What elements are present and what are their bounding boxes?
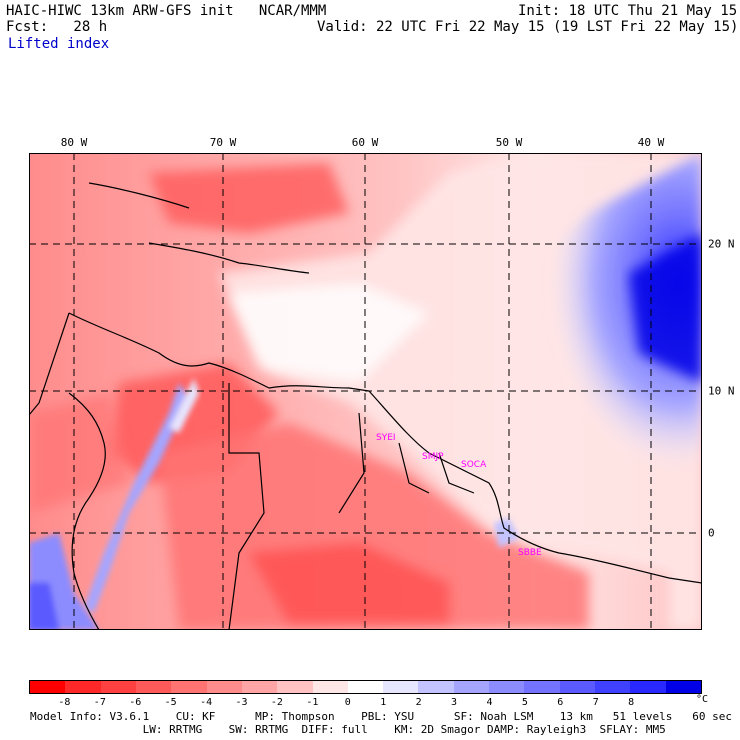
colorbar-ticks: -8 -7 -6 -5 -4 -3 -2 -1 0 1 2 3 4 5 6 7 8 xyxy=(29,697,702,709)
lon-label-80w: 80 W xyxy=(60,136,88,149)
station-label-syei: SYEI xyxy=(376,433,396,443)
station-label-sbbe: SBBE xyxy=(518,548,542,558)
colorbar-tick-label: 2 xyxy=(415,697,422,708)
field-name: Lifted index xyxy=(8,36,110,52)
colorbar xyxy=(29,680,702,694)
colorbar-swatch xyxy=(65,681,101,693)
model-title: HAIC-HIWC 13km ARW-GFS init NCAR/MMM xyxy=(6,3,327,19)
lat-label-10n: 10 N xyxy=(708,384,735,398)
lon-label-70w: 70 W xyxy=(209,136,237,149)
colorbar-swatch xyxy=(30,681,66,693)
colorbar-swatch xyxy=(665,681,701,693)
colorbar-swatch xyxy=(453,681,490,693)
colorbar-tick-label: 4 xyxy=(486,697,493,708)
colorbar-tick-label: 7 xyxy=(592,697,599,708)
colorbar-swatch xyxy=(241,681,278,693)
colorbar-tick-label: 1 xyxy=(380,697,387,708)
colorbar-swatch xyxy=(418,681,454,693)
coastlines xyxy=(29,182,702,630)
graticule xyxy=(29,153,702,630)
lon-label-40w: 40 W xyxy=(637,136,665,149)
colorbar-swatch xyxy=(559,681,595,693)
colorbar-tick-label: -5 xyxy=(164,697,177,708)
station-label-smjp: SMJP xyxy=(422,452,444,462)
lat-label-0: 0 xyxy=(708,526,715,540)
colorbar-swatch xyxy=(524,681,560,693)
colorbar-tick-label: 5 xyxy=(521,697,528,708)
lon-label-60w: 60 W xyxy=(351,136,379,149)
colorbar-tick-label: 8 xyxy=(628,697,635,708)
colorbar-tick-label: -1 xyxy=(306,697,319,708)
colorbar-tick-label: -7 xyxy=(93,697,106,708)
colorbar-swatch xyxy=(277,681,313,693)
colorbar-tick-label: 0 xyxy=(344,697,351,708)
lon-label-50w: 50 W xyxy=(495,136,523,149)
colorbar-swatch xyxy=(135,681,172,693)
colorbar-swatch xyxy=(312,681,348,693)
colorbar-swatch xyxy=(630,681,666,693)
colorbar-swatch xyxy=(383,681,419,693)
init-time: Init: 18 UTC Thu 21 May 15 xyxy=(518,3,738,19)
colorbar-tick-label: -8 xyxy=(58,697,71,708)
colorbar-swatch xyxy=(206,681,242,693)
model-info-line-1: Model Info: V3.6.1 CU: KF MP: Thompson P… xyxy=(30,710,732,723)
station-label-soca: SOCA xyxy=(461,460,487,470)
colorbar-tick-label: -3 xyxy=(235,697,248,708)
colorbar-tick-label: -4 xyxy=(200,697,213,708)
colorbar-unit: °C xyxy=(696,694,709,705)
colorbar-tick-label: -2 xyxy=(270,697,283,708)
colorbar-tick-label: 6 xyxy=(557,697,564,708)
colorbar-swatch xyxy=(489,681,525,693)
colorbar-tick-label: 3 xyxy=(451,697,458,708)
model-info-line-2: LW: RRTMG SW: RRTMG DIFF: full KM: 2D Sm… xyxy=(30,723,666,736)
colorbar-tick-label: -6 xyxy=(129,697,142,708)
lat-label-20n: 20 N xyxy=(708,237,735,251)
map-frame xyxy=(29,153,702,630)
valid-time: Valid: 22 UTC Fri 22 May 15 (19 LST Fri … xyxy=(317,19,739,35)
colorbar-swatch xyxy=(595,681,631,693)
lifted-index-map: SYEI SMJP SOCA SBBE xyxy=(29,153,702,630)
colorbar-swatch xyxy=(171,681,207,693)
colorbar-swatch xyxy=(347,681,384,693)
colorbar-swatch xyxy=(100,681,136,693)
forecast-hour: Fcst: 28 h xyxy=(6,19,108,35)
